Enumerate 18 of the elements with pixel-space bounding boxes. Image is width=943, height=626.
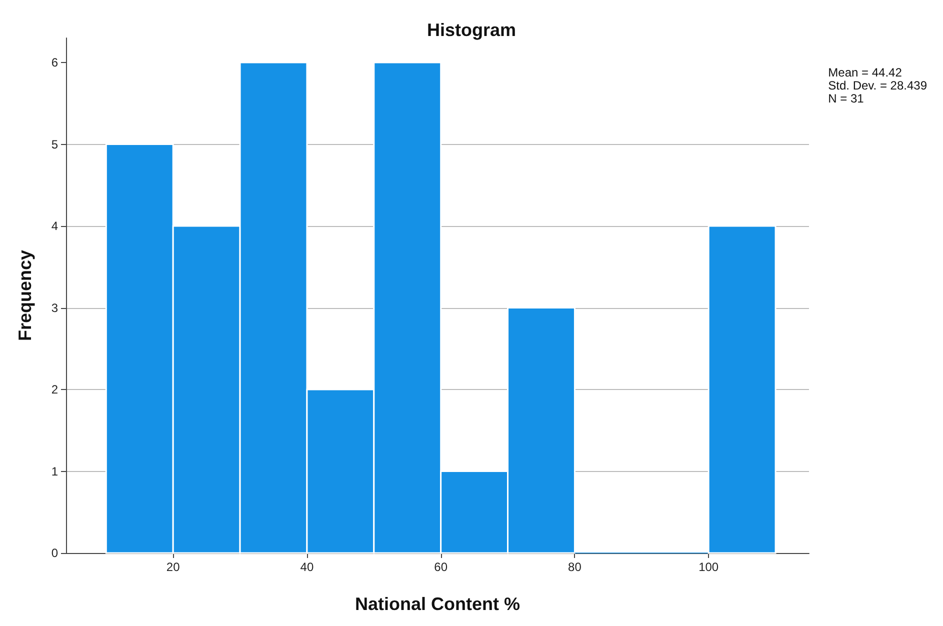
y-tick-label: 6 <box>51 56 58 70</box>
y-tick-label: 5 <box>51 137 58 152</box>
y-tick-label: 0 <box>51 546 58 560</box>
x-tick-label: 80 <box>568 560 582 574</box>
chart-title: Histogram <box>426 20 516 40</box>
y-tick-label: 1 <box>51 464 58 478</box>
text: N = 31 <box>828 92 864 106</box>
y-tick-label: 3 <box>51 300 58 315</box>
x-axis-title: National Content % <box>355 594 520 614</box>
x-tick-label: 20 <box>166 560 180 574</box>
x-tick-label: 40 <box>300 560 314 574</box>
x-tick-label: 100 <box>698 560 719 574</box>
y-tick-label: 4 <box>51 219 58 234</box>
y-axis-title: Frequency <box>15 250 35 342</box>
y-tick-label: 2 <box>51 382 58 397</box>
text: Std. Dev. = 28.439 <box>828 78 928 92</box>
x-tick-label: 60 <box>434 560 448 574</box>
text: Mean = 44.42 <box>828 66 902 80</box>
